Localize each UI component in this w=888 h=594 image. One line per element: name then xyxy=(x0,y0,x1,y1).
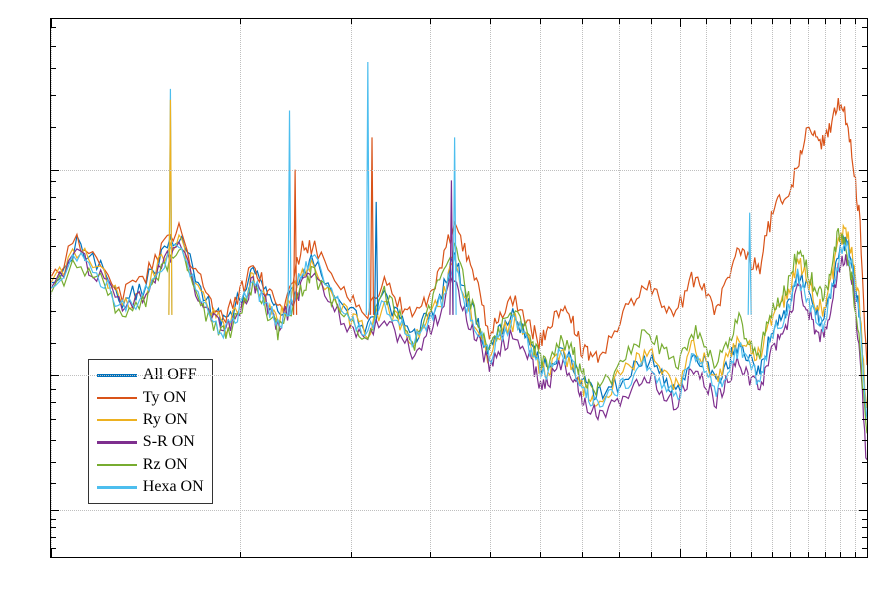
spike xyxy=(450,180,453,315)
spike xyxy=(453,137,456,315)
legend-label: Rz ON xyxy=(143,454,188,476)
legend-swatch xyxy=(97,464,137,467)
spike xyxy=(366,62,369,315)
spike xyxy=(371,137,374,315)
legend-swatch xyxy=(97,419,137,422)
legend: All OFFTy ONRy ONS-R ONRz ONHexa ON xyxy=(88,359,213,503)
legend-swatch xyxy=(97,397,137,400)
spike xyxy=(169,100,172,315)
legend-swatch xyxy=(97,441,137,444)
series-ty-on xyxy=(51,98,867,365)
spike xyxy=(288,110,291,314)
legend-label: S-R ON xyxy=(143,431,195,453)
legend-item: Ty ON xyxy=(97,387,204,409)
legend-item: Hexa ON xyxy=(97,476,204,498)
spectrum-chart: All OFFTy ONRy ONS-R ONRz ONHexa ON xyxy=(0,0,888,594)
legend-label: Ty ON xyxy=(143,387,187,409)
legend-item: S-R ON xyxy=(97,431,204,453)
legend-label: Ry ON xyxy=(143,409,188,431)
plot-area: All OFFTy ONRy ONS-R ONRz ONHexa ON xyxy=(50,18,868,558)
legend-item: Rz ON xyxy=(97,454,204,476)
legend-label: Hexa ON xyxy=(143,476,204,498)
legend-item: Ry ON xyxy=(97,409,204,431)
legend-swatch xyxy=(97,486,137,489)
